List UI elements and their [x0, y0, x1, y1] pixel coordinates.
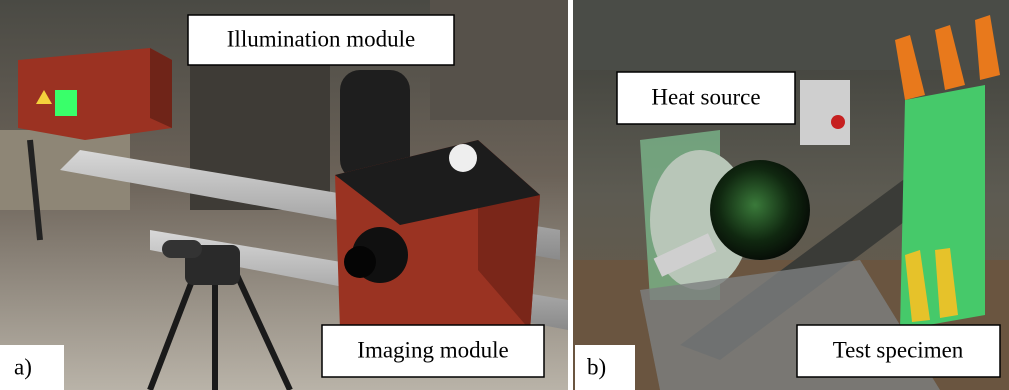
- page: Illumination module Imaging module a) He…: [0, 0, 1009, 390]
- panel-label: a): [0, 345, 64, 390]
- annotation-text: Illumination module: [227, 26, 415, 51]
- annotation-text: Heat source: [651, 84, 760, 109]
- annotation-text: Test specimen: [833, 337, 964, 362]
- figure: Illumination module Imaging module a) He…: [0, 0, 1009, 390]
- annotation: Test specimen: [797, 325, 1000, 377]
- annotation-text: Imaging module: [357, 337, 508, 362]
- annotation: Illumination module: [188, 15, 454, 65]
- panel-label: b): [575, 345, 635, 390]
- annotation: Heat source: [617, 72, 795, 124]
- panel-label-text: a): [14, 354, 32, 379]
- annotation: Imaging module: [322, 325, 544, 377]
- panel-label-text: b): [587, 354, 606, 379]
